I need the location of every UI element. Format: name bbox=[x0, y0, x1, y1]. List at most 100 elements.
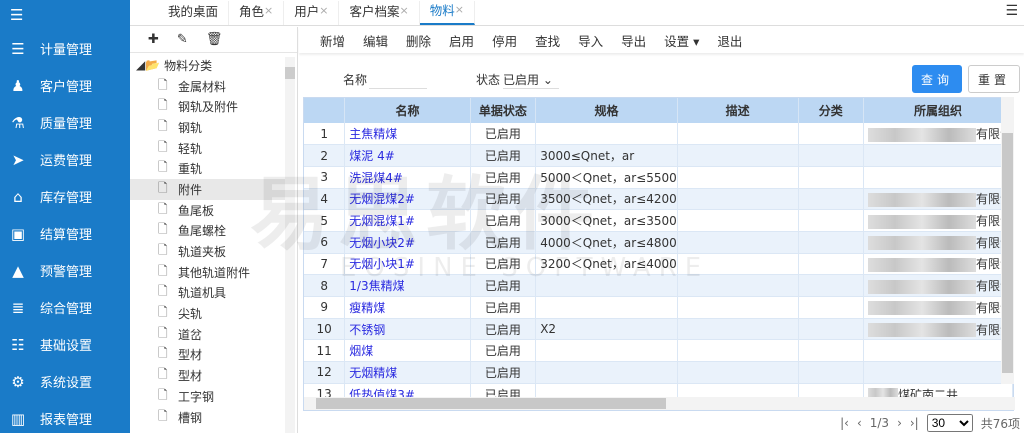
table-cell: 已启用 bbox=[470, 296, 537, 319]
toolbar-button[interactable]: 编辑 bbox=[363, 33, 389, 49]
delete-icon[interactable]: 🗑 bbox=[205, 32, 223, 47]
first-page-icon[interactable]: |‹ bbox=[840, 416, 849, 430]
table-cell[interactable]: 无烟混煤2# bbox=[344, 188, 471, 211]
column-header[interactable]: 描述 bbox=[677, 98, 799, 123]
table-row[interactable]: 1 主焦精煤 已启用 有限责 bbox=[304, 123, 1013, 146]
table-cell[interactable]: 瘦精煤 bbox=[344, 296, 471, 319]
table-cell[interactable]: 不锈钢 bbox=[344, 318, 471, 341]
reset-button[interactable]: 重置 bbox=[968, 65, 1020, 93]
toolbar-button[interactable]: 启用 bbox=[449, 33, 475, 49]
table-cell[interactable]: 无烟精煤 bbox=[344, 361, 471, 384]
table-horizontal-scrollbar[interactable] bbox=[304, 397, 1015, 410]
table-cell[interactable]: 1/3焦精煤 bbox=[344, 274, 471, 297]
toolbar-button[interactable]: 新增 bbox=[320, 33, 346, 49]
tree-node[interactable]: 🗋 型材 bbox=[130, 345, 285, 366]
tree-root[interactable]: ◢📂 物料分类 bbox=[136, 58, 213, 73]
table-cell[interactable]: 烟煤 bbox=[344, 339, 471, 363]
collapse-menu-icon[interactable]: ☰ bbox=[10, 6, 24, 24]
page-size-select[interactable]: 30 bbox=[926, 414, 973, 432]
tab[interactable]: 角色 × bbox=[229, 1, 285, 25]
sidebar-item-label: 计量管理 bbox=[40, 43, 93, 58]
tree-node[interactable]: 🗋 鱼尾板 bbox=[130, 200, 285, 221]
close-icon[interactable]: × bbox=[264, 4, 274, 17]
column-header[interactable]: 所属组织 bbox=[863, 98, 1013, 123]
tree-node[interactable]: 🗋 型材 bbox=[130, 365, 285, 386]
tree-node[interactable]: 🗋 轻轨 bbox=[130, 138, 285, 159]
toolbar-button[interactable]: 导出 bbox=[621, 33, 647, 49]
table-row[interactable]: 7 无烟小块1# 已启用 3200＜Qnet，ar≤4000 有限责 bbox=[304, 253, 1013, 276]
table-cell[interactable]: 煤泥 4# bbox=[344, 144, 471, 167]
tree-node[interactable]: 🗋 钢轨及附件 bbox=[130, 96, 285, 117]
table-row[interactable]: 8 1/3焦精煤 已启用 有限责 bbox=[304, 274, 1013, 297]
table-row[interactable]: 6 无烟小块2# 已启用 4000＜Qnet，ar≤4800 有限责 bbox=[304, 231, 1013, 254]
tree-node[interactable]: 🗋 道岔 bbox=[130, 324, 285, 345]
sidebar-item[interactable]: ≣ 综合管理 bbox=[0, 289, 130, 326]
column-header[interactable] bbox=[304, 98, 346, 123]
next-page-icon[interactable]: › bbox=[897, 416, 902, 430]
sidebar-item[interactable]: ☰ 计量管理 bbox=[0, 30, 130, 67]
name-input[interactable] bbox=[369, 67, 427, 89]
table-cell: 2 bbox=[304, 144, 346, 167]
sidebar-item[interactable]: ☷ 基础设置 bbox=[0, 326, 130, 363]
tree-node[interactable]: 🗋 工字钢 bbox=[130, 386, 285, 407]
sidebar-item[interactable]: ⚗ 质量管理 bbox=[0, 104, 130, 141]
column-header[interactable]: 分类 bbox=[798, 98, 864, 123]
add-icon[interactable]: ✚ bbox=[148, 32, 159, 47]
table-row[interactable]: 10 不锈钢 已启用 X2 有限责 bbox=[304, 318, 1013, 341]
tree-node[interactable]: 🗋 附件 bbox=[130, 179, 285, 200]
toolbar-button[interactable]: 查找 bbox=[535, 33, 561, 49]
column-header[interactable]: 名称 bbox=[344, 98, 471, 123]
last-page-icon[interactable]: ›| bbox=[909, 416, 919, 430]
table-cell[interactable]: 主焦精煤 bbox=[344, 123, 471, 146]
table-row[interactable]: 5 无烟混煤1# 已启用 3000＜Qnet，ar≤3500 有限责 bbox=[304, 209, 1013, 232]
tab[interactable]: 物料 × bbox=[419, 1, 475, 25]
menu-icon[interactable]: ☰ bbox=[1005, 3, 1018, 19]
tree-node[interactable]: 🗋 钢轨 bbox=[130, 117, 285, 138]
tree-node[interactable]: 🗋 槽钢 bbox=[130, 407, 285, 428]
table-cell[interactable]: 无烟小块2# bbox=[344, 231, 471, 254]
edit-icon[interactable]: ✎ bbox=[176, 32, 188, 47]
tree-node[interactable]: 🗋 尖轨 bbox=[130, 303, 285, 324]
sidebar-item[interactable]: ▣ 结算管理 bbox=[0, 215, 130, 252]
sidebar-item[interactable]: ▲ 预警管理 bbox=[0, 252, 130, 289]
table-row[interactable]: 12 无烟精煤 已启用 bbox=[304, 361, 1013, 384]
column-header[interactable]: 规格 bbox=[535, 98, 678, 123]
tree-node[interactable]: 🗋 轨道机具 bbox=[130, 283, 285, 304]
tree-node[interactable]: 🗋 金属材料 bbox=[130, 76, 285, 97]
toolbar-button[interactable]: 删除 bbox=[406, 33, 432, 49]
tab[interactable]: 我的桌面 bbox=[158, 1, 230, 25]
table-row[interactable]: 4 无烟混煤2# 已启用 3500＜Qnet，ar≤4200 有限责 bbox=[304, 188, 1013, 211]
column-header[interactable]: 单据状态 bbox=[470, 98, 537, 123]
table-cell: 已启用 bbox=[470, 144, 537, 167]
tab[interactable]: 客户档案 × bbox=[339, 1, 420, 25]
sidebar-item[interactable]: ➤ 运费管理 bbox=[0, 141, 130, 178]
sidebar-item[interactable]: ♟ 客户管理 bbox=[0, 67, 130, 104]
close-icon[interactable]: × bbox=[319, 4, 329, 17]
close-icon[interactable]: × bbox=[399, 4, 409, 17]
status-select[interactable]: 已启用 ⌄ bbox=[503, 67, 559, 89]
tree-scrollbar[interactable] bbox=[285, 57, 295, 433]
tree-node[interactable]: 🗋 轨道夹板 bbox=[130, 241, 285, 262]
tree-node[interactable]: 🗋 其他轨道附件 bbox=[130, 262, 285, 283]
query-button[interactable]: 查询 bbox=[912, 65, 962, 93]
table-row[interactable]: 9 瘦精煤 已启用 有限责 bbox=[304, 296, 1013, 319]
table-vertical-scrollbar[interactable] bbox=[1001, 97, 1014, 384]
sidebar-item[interactable]: ⚙ 系统设置 bbox=[0, 363, 130, 400]
sidebar-item[interactable]: ▥ 报表管理 bbox=[0, 400, 130, 437]
sidebar-item[interactable]: ⌂ 库存管理 bbox=[0, 178, 130, 215]
table-cell[interactable]: 无烟小块1# bbox=[344, 253, 471, 276]
close-icon[interactable]: × bbox=[454, 3, 464, 16]
toolbar-button[interactable]: 退出 bbox=[717, 33, 743, 49]
toolbar-button[interactable]: 设置 ▾ bbox=[664, 33, 700, 49]
tree-node[interactable]: 🗋 鱼尾螺栓 bbox=[130, 221, 285, 242]
table-row[interactable]: 2 煤泥 4# 已启用 3000≤Qnet，ar bbox=[304, 144, 1013, 167]
table-cell[interactable]: 无烟混煤1# bbox=[344, 209, 471, 232]
table-row[interactable]: 11 烟煤 已启用 bbox=[304, 339, 1013, 363]
tree-node[interactable]: 🗋 重轨 bbox=[130, 158, 285, 179]
table-row[interactable]: 3 洗混煤4# 已启用 5000＜Qnet，ar≤5500 bbox=[304, 166, 1013, 189]
tab[interactable]: 用户 × bbox=[284, 1, 340, 25]
toolbar-button[interactable]: 导入 bbox=[578, 33, 604, 49]
prev-page-icon[interactable]: ‹ bbox=[856, 416, 862, 430]
toolbar-button[interactable]: 停用 bbox=[492, 33, 518, 49]
table-cell[interactable]: 洗混煤4# bbox=[344, 166, 471, 189]
